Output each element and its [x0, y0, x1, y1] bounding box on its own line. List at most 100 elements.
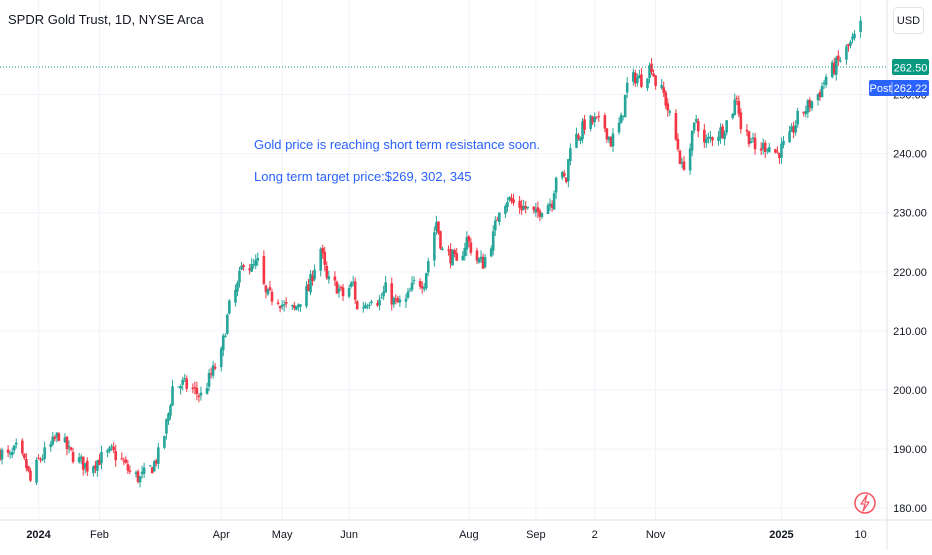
candle-body [142, 467, 146, 474]
candle-body [690, 130, 694, 151]
candle-body [790, 126, 793, 132]
last-price-value: 262.50 [894, 63, 928, 75]
time-axis[interactable]: 2024 Feb Apr May Jun Aug Sep 2 Nov 2025 10 [26, 529, 866, 541]
candle-body [404, 298, 408, 302]
candle-body [589, 115, 592, 129]
candle-body [171, 386, 174, 406]
candle-body [652, 73, 655, 77]
candle-body [745, 129, 749, 132]
candle-body [55, 432, 59, 438]
candle-body [254, 260, 258, 266]
candle-body [794, 125, 797, 133]
candle-body [63, 437, 67, 443]
candle-body [134, 472, 138, 475]
candle-body [532, 206, 536, 211]
candle-body [349, 282, 353, 287]
candle-body [10, 451, 14, 456]
candle-body [69, 447, 73, 450]
candle-body [631, 72, 635, 82]
candle-body [818, 92, 822, 98]
candle-body [668, 111, 672, 113]
price-axis[interactable]: 180.00 190.00 200.00 210.00 220.00 230.00 240.… [893, 90, 927, 516]
candle-body [611, 133, 615, 147]
candle-body [138, 476, 142, 483]
candle-body [451, 250, 454, 266]
candle-body [307, 284, 310, 292]
candle-body [120, 458, 124, 460]
candle-body [435, 222, 438, 231]
candle-body [522, 205, 525, 210]
candle-body [593, 116, 597, 122]
candle-body [469, 242, 473, 253]
candle-body [692, 122, 696, 131]
candle-body [193, 387, 197, 389]
candle-body [396, 297, 400, 303]
candle-body [774, 149, 777, 153]
price-tick-label: 190.00 [893, 444, 927, 456]
candle-body [767, 147, 771, 153]
candle-body [546, 205, 550, 215]
price-tick-label: 240.00 [893, 149, 927, 161]
candle-body [703, 129, 706, 143]
candle-body [378, 299, 381, 306]
candle-body [682, 161, 686, 170]
time-tick-label: Feb [90, 529, 109, 541]
candle-body [122, 460, 126, 462]
candle-body [518, 200, 521, 208]
candle-body [433, 232, 436, 261]
candle-body [761, 143, 765, 149]
candle-body [410, 282, 414, 290]
candle-body [23, 454, 26, 459]
candle-body [21, 440, 24, 454]
currency-button[interactable]: USD [893, 7, 924, 34]
candle-body [520, 205, 523, 211]
candle-body [707, 136, 710, 139]
candle-body [723, 133, 726, 139]
candle-body [536, 207, 540, 212]
candle-body [810, 101, 814, 109]
candle-body [465, 237, 469, 250]
time-tick-label: 10 [854, 529, 866, 541]
candle-body [806, 100, 810, 113]
candle-body [524, 206, 528, 209]
candle-body [321, 247, 325, 254]
candle-body [491, 231, 495, 251]
candle-body [506, 201, 509, 208]
price-tick-label: 230.00 [893, 208, 927, 220]
candle-body [747, 131, 751, 145]
candle-body [25, 459, 28, 468]
candle-body [313, 269, 316, 280]
candle-body [228, 300, 231, 314]
time-tick-label: Apr [213, 529, 230, 541]
candle-body [29, 470, 32, 481]
candle-body [439, 231, 442, 249]
candle-body [128, 470, 132, 472]
annotation-target[interactable]: Long term target price:$269, 302, 345 [254, 169, 472, 184]
candle-body [35, 459, 38, 483]
lightning-icon[interactable] [854, 492, 876, 514]
candle-body [408, 290, 412, 292]
candle-body [8, 453, 12, 455]
candle-body [609, 136, 613, 147]
candle-body [705, 138, 708, 144]
time-tick-label: Aug [459, 529, 479, 541]
candle-body [463, 247, 467, 257]
candle-body [248, 268, 251, 271]
candle-body [646, 78, 649, 89]
candle-body [213, 366, 217, 369]
annotation-resistance[interactable]: Gold price is reaching short term resist… [254, 137, 541, 152]
candle-body [479, 256, 483, 260]
candle-body [181, 379, 184, 385]
candle-body [625, 82, 629, 93]
candle-body [845, 46, 848, 60]
candle-body [595, 116, 599, 118]
candle-body [96, 460, 99, 471]
time-tick-label: 2025 [769, 529, 793, 541]
candles [0, 16, 862, 488]
candle-body [853, 33, 856, 39]
candle-body [548, 203, 552, 206]
grid [0, 0, 887, 520]
candle-body [209, 373, 213, 375]
